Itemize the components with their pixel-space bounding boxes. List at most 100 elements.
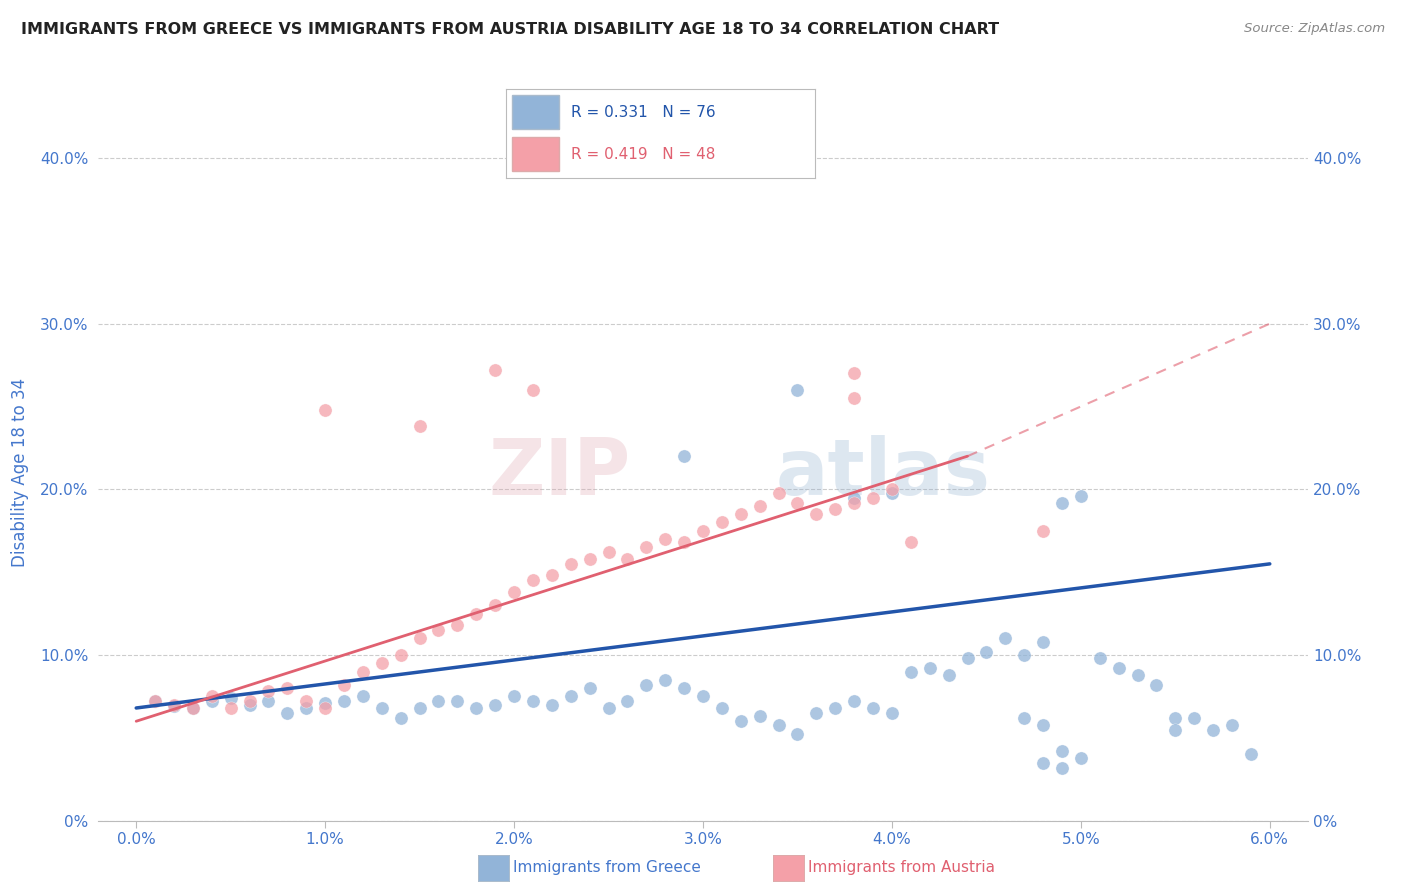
Point [352,690,374,704]
Point [824,502,846,516]
Point [540,698,562,712]
Point [181,701,204,715]
Point [1070,750,1092,764]
Point [673,535,696,549]
Point [1108,661,1130,675]
Point [692,524,714,538]
Point [654,532,676,546]
Point [371,657,394,671]
Point [994,632,1017,646]
Point [1220,717,1243,731]
Point [143,694,166,708]
Point [484,599,506,613]
Text: Immigrants from Austria: Immigrants from Austria [808,861,995,875]
Point [786,727,808,741]
Point [786,383,808,397]
Point [956,651,979,665]
Point [143,694,166,708]
Point [1050,761,1073,775]
Point [163,698,186,712]
Point [163,699,186,714]
Point [1202,723,1225,737]
Point [844,391,866,405]
FancyBboxPatch shape [512,95,558,129]
Point [844,367,866,381]
Point [1032,756,1054,770]
Point [880,485,903,500]
Point [465,701,488,715]
Point [806,507,828,521]
Point [408,701,430,715]
Point [446,694,468,708]
Point [484,698,506,712]
Point [1050,744,1073,758]
Point [522,694,544,708]
Point [862,701,884,715]
Point [824,701,846,715]
Point [1070,489,1092,503]
Point [1012,711,1035,725]
Text: R = 0.419   N = 48: R = 0.419 N = 48 [571,147,716,161]
Text: Source: ZipAtlas.com: Source: ZipAtlas.com [1244,22,1385,36]
Point [844,694,866,708]
Point [371,701,394,715]
Text: atlas: atlas [776,434,990,511]
Point [239,694,262,708]
Point [578,681,600,695]
Point [730,507,752,521]
Point [710,516,733,530]
Point [636,541,658,555]
Point [333,678,356,692]
Point [578,552,600,566]
Point [880,706,903,720]
Point [1164,711,1187,725]
Point [1032,717,1054,731]
Point [768,485,790,500]
FancyBboxPatch shape [512,137,558,171]
Point [314,696,336,710]
Text: ZIP: ZIP [488,434,630,511]
Point [1012,648,1035,662]
Point [598,545,620,559]
Point [1088,651,1111,665]
Point [239,698,262,712]
Point [616,694,638,708]
Text: R = 0.331   N = 76: R = 0.331 N = 76 [571,105,716,120]
Point [938,668,960,682]
Point [1164,723,1187,737]
Point [201,694,224,708]
Point [408,632,430,646]
Point [389,711,412,725]
Point [540,568,562,582]
Point [976,645,998,659]
Point [560,690,582,704]
Point [503,585,526,599]
Point [408,419,430,434]
Point [295,694,318,708]
Point [692,690,714,704]
Text: IMMIGRANTS FROM GREECE VS IMMIGRANTS FROM AUSTRIA DISABILITY AGE 18 TO 34 CORREL: IMMIGRANTS FROM GREECE VS IMMIGRANTS FRO… [21,22,1000,37]
Point [1032,634,1054,648]
Point [333,694,356,708]
Point [503,690,526,704]
Point [900,535,922,549]
Point [201,690,224,704]
Text: Immigrants from Greece: Immigrants from Greece [513,861,702,875]
Point [465,607,488,621]
Point [389,648,412,662]
Point [560,557,582,571]
Point [1050,495,1073,509]
Point [427,623,450,637]
Point [636,678,658,692]
Point [522,574,544,588]
Point [730,714,752,729]
Point [1240,747,1263,762]
Point [427,694,450,708]
Point [748,709,770,723]
Point [1182,711,1205,725]
Point [522,383,544,397]
Point [276,681,298,695]
Point [844,495,866,509]
Point [768,717,790,731]
Point [806,706,828,720]
